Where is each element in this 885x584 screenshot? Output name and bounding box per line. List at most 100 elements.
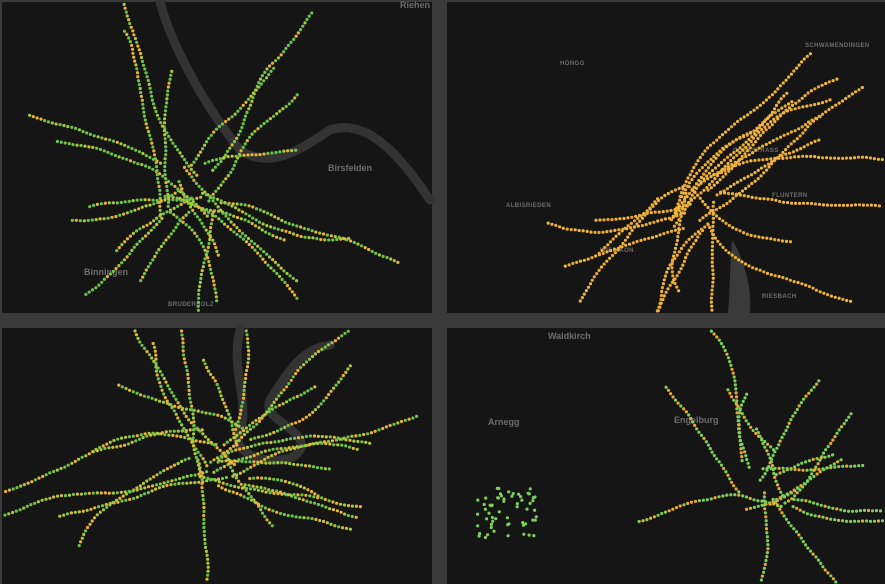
stop-dot — [150, 98, 154, 102]
stop-dot — [131, 489, 135, 493]
stop-dot — [139, 94, 143, 98]
stop-dot — [767, 464, 771, 469]
stop-dot — [725, 201, 729, 206]
stop-dot — [265, 67, 269, 71]
stop-dot — [226, 155, 230, 159]
stop-dot — [554, 223, 558, 227]
stop-dot — [189, 473, 193, 478]
stop-dot — [690, 235, 694, 239]
stop-dot — [735, 411, 739, 415]
stop-dot — [173, 184, 177, 188]
stop-dot — [107, 491, 111, 495]
stop-dot — [290, 149, 294, 153]
stop-dot — [139, 433, 143, 437]
stop-dot — [800, 282, 804, 286]
stop-dot — [492, 529, 496, 533]
stop-dot — [730, 162, 734, 167]
stop-dot — [281, 402, 285, 406]
stop-dot — [800, 125, 804, 129]
stop-dot — [164, 238, 168, 242]
stop-dot — [775, 497, 779, 502]
stop-dot — [294, 372, 298, 376]
stop-dot — [835, 77, 839, 81]
stop-dot — [344, 438, 348, 442]
stop-dot — [765, 535, 770, 539]
stop-dot — [278, 511, 283, 516]
stop-dot — [774, 479, 778, 483]
stop-dot — [295, 296, 299, 300]
stop-dot — [224, 405, 228, 409]
stop-dot — [125, 211, 129, 215]
stop-dot — [744, 155, 748, 159]
stop-dot — [231, 428, 235, 432]
stop-dot — [849, 464, 853, 468]
stop-dot — [687, 181, 692, 185]
stop-dot — [267, 73, 271, 77]
stop-dot — [723, 167, 727, 171]
stop-dot — [801, 105, 805, 109]
stop-dot — [320, 496, 324, 500]
stop-dot — [699, 433, 704, 437]
stop-dot — [878, 509, 883, 513]
stop-dot — [19, 484, 23, 488]
stop-dot — [302, 363, 306, 367]
map-panel[interactable] — [2, 325, 432, 584]
stop-dot — [155, 198, 159, 203]
stop-dot — [238, 471, 242, 475]
stop-dot — [284, 104, 288, 109]
stop-dot — [356, 242, 360, 246]
stop-dot — [745, 160, 749, 164]
stop-dot — [659, 293, 664, 298]
stop-dot — [248, 103, 252, 107]
stop-dot — [328, 507, 332, 511]
stop-dot — [225, 409, 229, 413]
stop-dot — [722, 158, 727, 162]
stop-dot — [31, 115, 35, 119]
stop-dot — [868, 519, 873, 524]
stop-dot — [196, 205, 200, 209]
stop-dot — [199, 453, 203, 457]
stop-dot — [711, 212, 715, 216]
stop-dot — [238, 431, 242, 435]
stop-dot — [135, 67, 139, 71]
stop-dot — [710, 252, 714, 256]
stop-dot — [322, 232, 326, 236]
stop-dot — [697, 168, 702, 172]
stop-dot — [698, 218, 702, 222]
stop-dot — [561, 226, 565, 230]
stop-dot — [717, 495, 721, 499]
stop-dot — [194, 439, 198, 443]
stop-dot — [769, 120, 773, 124]
stop-dot — [680, 201, 684, 205]
stop-dot — [154, 165, 159, 169]
stop-dot — [740, 442, 744, 446]
map-panel[interactable]: Riehen Birsfelden Binningen BRUDERHOLZ — [2, 0, 435, 313]
stop-dot — [718, 178, 722, 182]
stop-dot — [636, 216, 640, 220]
stop-dot — [226, 225, 230, 229]
stop-dot — [750, 195, 754, 199]
stop-dot — [815, 457, 819, 461]
stop-dot — [341, 373, 345, 378]
stop-dot — [817, 155, 821, 159]
stop-dot — [209, 267, 213, 271]
stop-dot — [207, 241, 211, 246]
stop-dot — [745, 232, 749, 236]
stop-dot — [224, 153, 228, 157]
map-panel[interactable]: HÖNGG SCHWAMENDINGEN OBERSTRASS FLUNTERN… — [447, 2, 885, 313]
stop-dot — [252, 498, 256, 502]
stop-dot — [754, 267, 758, 271]
stop-dot — [809, 468, 813, 472]
stop-dot — [335, 501, 339, 505]
stop-dot — [784, 78, 788, 82]
stop-dot — [734, 227, 738, 231]
stop-dot — [675, 274, 679, 278]
map-panel[interactable]: Waldkirch Arnegg Engelburg — [447, 328, 885, 584]
stop-dot — [171, 433, 175, 437]
stop-dot — [173, 191, 177, 195]
stop-dot — [327, 499, 331, 503]
stop-dot — [108, 503, 112, 507]
stop-dot — [690, 178, 694, 182]
stop-dot — [826, 444, 830, 449]
stop-dot — [785, 466, 789, 471]
